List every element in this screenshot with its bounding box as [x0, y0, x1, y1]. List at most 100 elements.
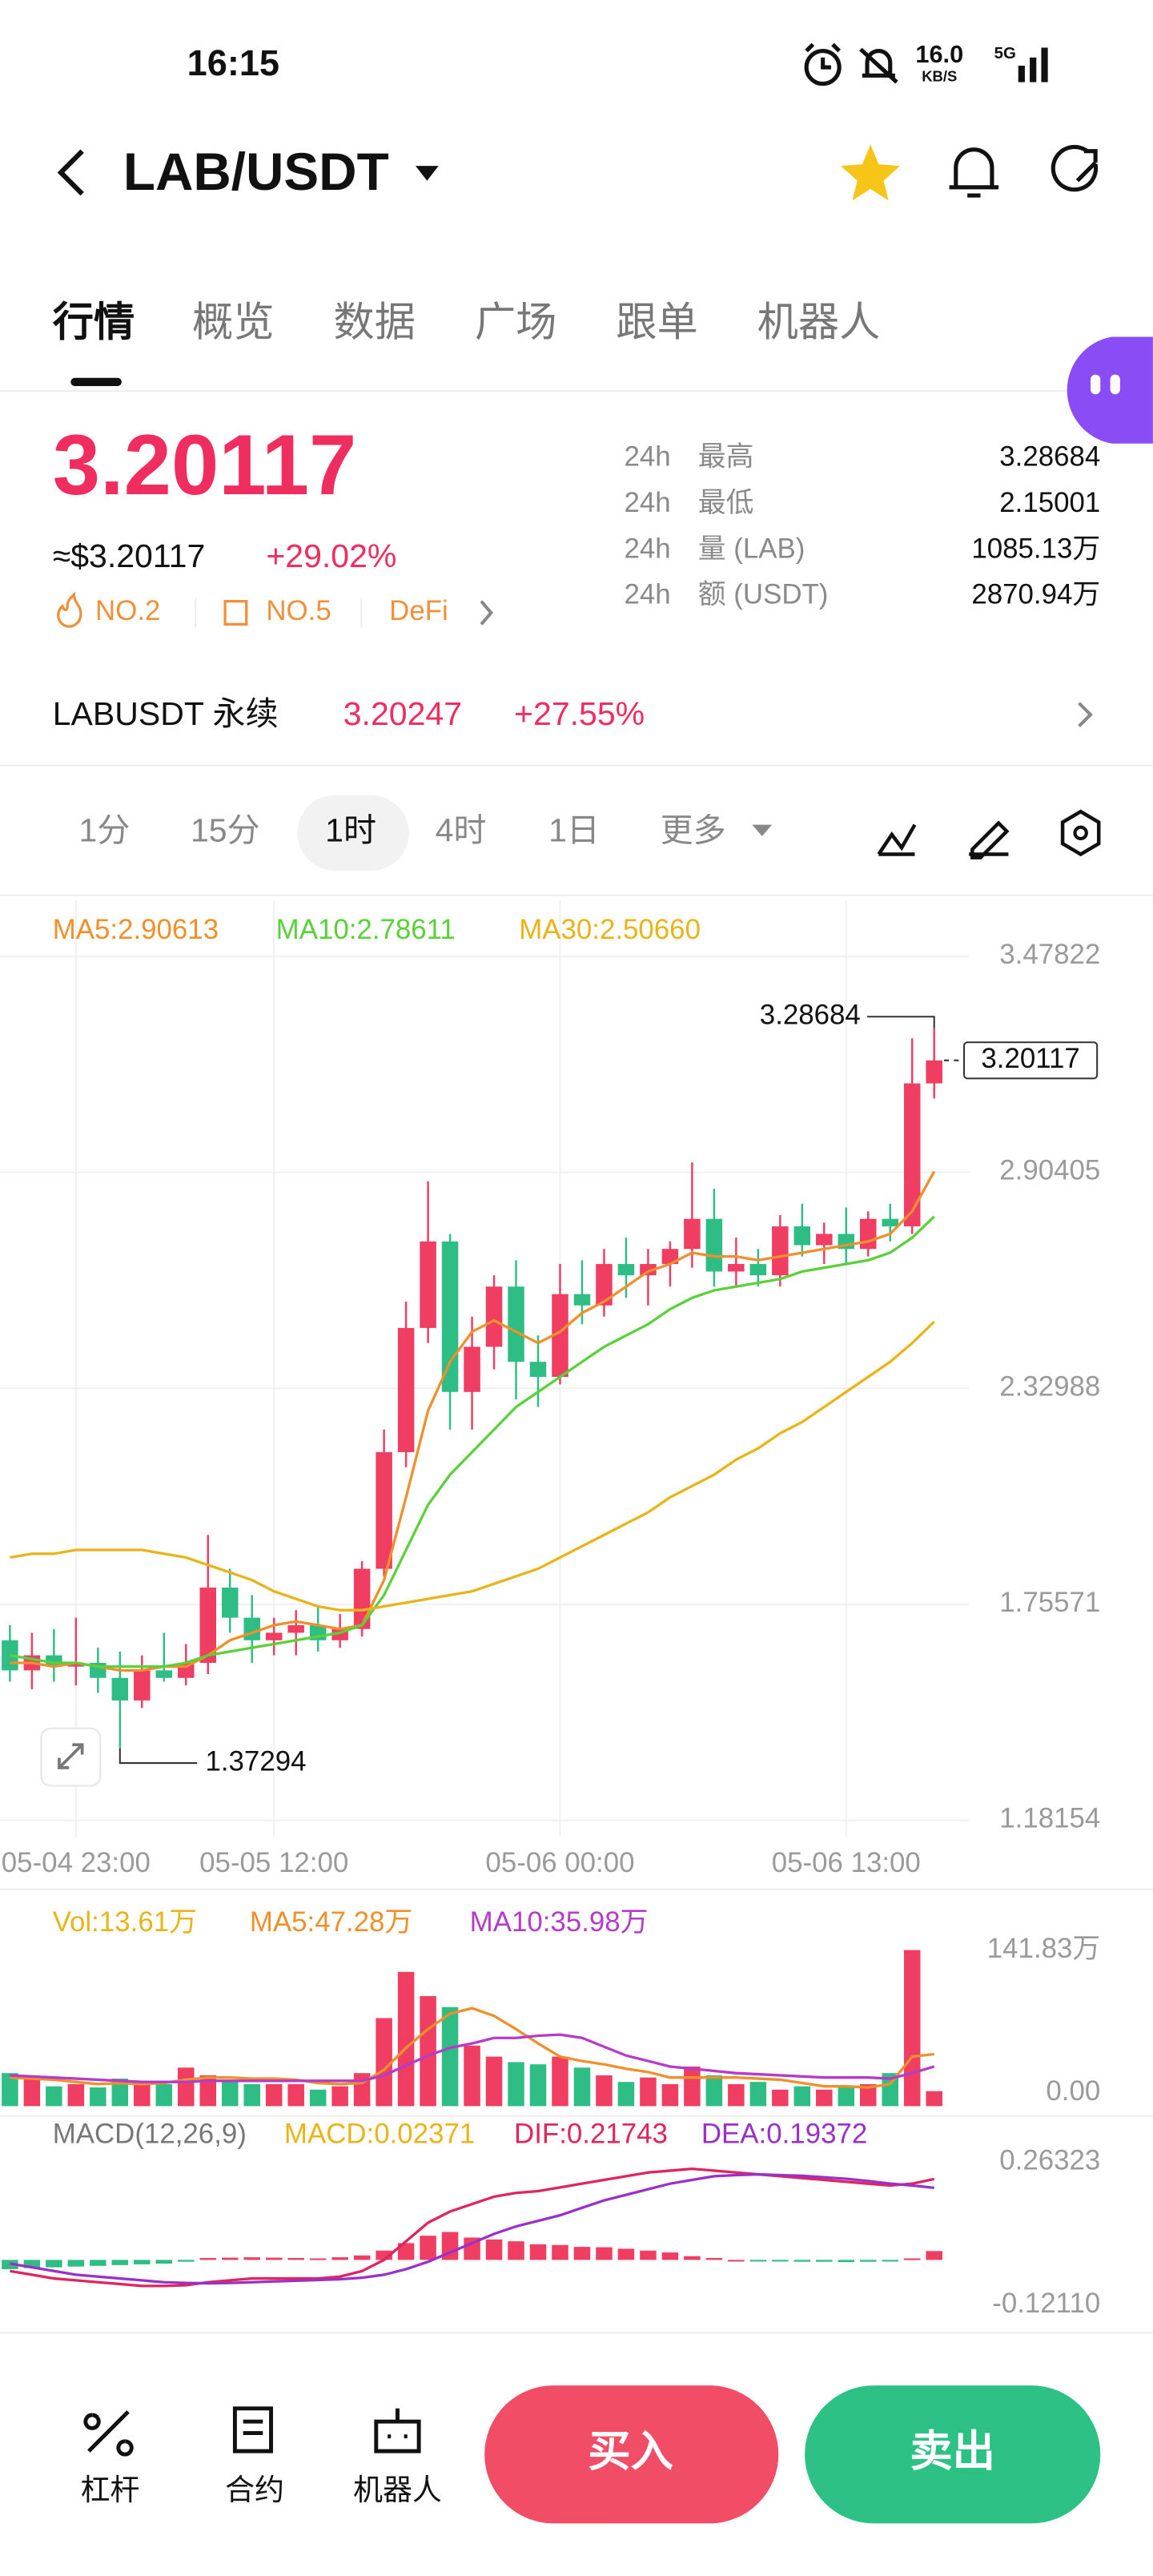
- tab[interactable]: 概览: [192, 300, 275, 345]
- tab[interactable]: 广场: [475, 300, 557, 345]
- macd-bar: [705, 2258, 723, 2260]
- sell-button[interactable]: [805, 2385, 1101, 2524]
- interval[interactable]: 1日: [548, 812, 600, 849]
- tab[interactable]: 跟单: [616, 300, 698, 345]
- interval-selected-bg: [297, 795, 409, 871]
- assistant-bubble[interactable]: [1067, 336, 1153, 444]
- candle-body: [640, 1264, 657, 1276]
- candle-body: [485, 1286, 503, 1347]
- macd-bar: [134, 2260, 151, 2264]
- tag[interactable]: NO.2: [95, 595, 160, 626]
- macd-legend: DEA:0.19372: [701, 2119, 867, 2150]
- share-button[interactable]: [1051, 144, 1099, 192]
- settings-dot: [1073, 825, 1088, 841]
- macd-bar: [309, 2258, 327, 2260]
- stat-period: 24h: [624, 441, 670, 472]
- tag[interactable]: DeFi: [389, 595, 448, 626]
- candle-body: [617, 1264, 635, 1276]
- macd-bar: [529, 2244, 547, 2260]
- macd-line: [10, 2167, 935, 2288]
- macd-bar: [90, 2260, 106, 2266]
- ma-legend: MA30:2.50660: [519, 914, 701, 945]
- buy-label[interactable]: 买入: [588, 2428, 673, 2475]
- macd-bar: [903, 2258, 921, 2260]
- candle-body: [882, 1218, 898, 1227]
- stat-period: 24h: [624, 487, 670, 518]
- x-tick-label: 05-06 13:00: [772, 1847, 921, 1878]
- favorite-star[interactable]: [841, 144, 901, 201]
- bubble-eye: [1110, 374, 1120, 395]
- macd-bar: [287, 2258, 304, 2260]
- vol-bar: [265, 2083, 283, 2107]
- tab[interactable]: 数据: [333, 300, 416, 345]
- buy-button[interactable]: [484, 2385, 779, 2524]
- macd-bar: [508, 2241, 524, 2260]
- perp-chevron[interactable]: [1078, 702, 1093, 728]
- candle-body: [749, 1264, 767, 1276]
- perp-name[interactable]: LABUSDT 永续: [53, 695, 279, 732]
- macd-bar: [46, 2260, 62, 2268]
- indicator-button[interactable]: [877, 823, 917, 856]
- interval[interactable]: 15分: [191, 812, 260, 849]
- stat-value: 2870.94万: [971, 579, 1100, 610]
- sell-label[interactable]: 卖出: [910, 2428, 995, 2475]
- candle-body: [596, 1264, 613, 1306]
- vol-bar: [640, 2077, 657, 2107]
- settings-button[interactable]: [1060, 809, 1101, 857]
- candle-body: [67, 1662, 85, 1667]
- candle-body: [793, 1226, 811, 1246]
- stat-label: 最低: [698, 487, 754, 518]
- tab-indicator: [70, 377, 122, 386]
- tab[interactable]: 行情: [53, 300, 135, 345]
- vol-bar: [287, 2083, 304, 2107]
- macd-bar: [221, 2257, 239, 2260]
- alert-bell[interactable]: [949, 147, 999, 198]
- stat-label: 量 (LAB): [698, 533, 805, 564]
- vol-bar: [441, 2006, 459, 2107]
- kline-panel: 3.47822 2.90405 2.32988 1.75571 1.18154 05-04…: [0, 900, 1100, 1878]
- bubble-eye: [1090, 374, 1101, 395]
- vol-bar: [464, 2045, 480, 2107]
- macd-bar: [376, 2250, 392, 2260]
- vol-bar: [508, 2062, 524, 2107]
- tag-chevron[interactable]: [480, 600, 494, 626]
- candle-body: [903, 1083, 921, 1227]
- vol-bar: [111, 2079, 129, 2107]
- macd-bar: [749, 2260, 767, 2262]
- tab[interactable]: 机器人: [757, 300, 881, 345]
- interval[interactable]: 更多: [661, 812, 726, 849]
- pair-title[interactable]: LAB/USDT: [123, 143, 389, 201]
- candle-body: [464, 1346, 480, 1392]
- vol-bar: [816, 2089, 833, 2107]
- x-tick-label: 05-06 00:00: [485, 1847, 634, 1878]
- back-button[interactable]: [57, 149, 84, 196]
- interval[interactable]: 1分: [79, 812, 131, 849]
- interval[interactable]: 1时: [325, 812, 376, 849]
- interval[interactable]: 4时: [436, 812, 487, 849]
- x-tick-label: 05-05 12:00: [199, 1847, 348, 1878]
- candle-body: [134, 1670, 151, 1701]
- high-label: 3.28684: [760, 999, 861, 1030]
- more-dropdown[interactable]: [752, 824, 773, 836]
- vol-legend: MA10:35.98万: [470, 1906, 649, 1938]
- sector-icon: [223, 600, 248, 626]
- nav-item[interactable]: 合约: [225, 2473, 284, 2506]
- macd-bar: [617, 2248, 635, 2260]
- candle-body: [243, 1617, 260, 1640]
- macd-bar: [838, 2260, 855, 2263]
- tag[interactable]: NO.5: [266, 595, 331, 626]
- vol-bar: [882, 2073, 898, 2107]
- candle-body: [221, 1588, 239, 1618]
- pair-dropdown[interactable]: [416, 166, 439, 181]
- nav-item[interactable]: 杠杆: [81, 2473, 140, 2506]
- vol-bar: [90, 2087, 106, 2107]
- candle-body: [661, 1249, 679, 1265]
- candle-body: [397, 1327, 415, 1452]
- vol-bar: [243, 2083, 260, 2107]
- draw-button[interactable]: [969, 820, 1010, 859]
- vol-bar: [617, 2082, 635, 2107]
- y-tick-label: 2.90405: [999, 1155, 1100, 1186]
- nav-item[interactable]: 机器人: [353, 2473, 442, 2506]
- macd-bar: [640, 2250, 657, 2260]
